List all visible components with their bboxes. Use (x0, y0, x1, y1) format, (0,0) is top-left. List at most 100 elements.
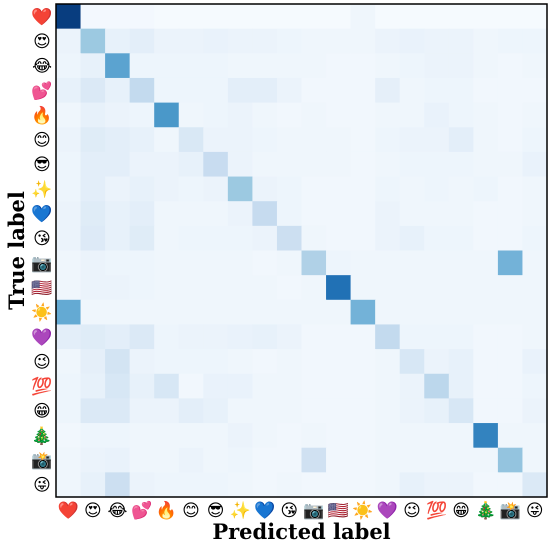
heatmap-cell (399, 151, 425, 178)
heatmap-cell (203, 324, 229, 350)
heatmap-cell (203, 127, 229, 153)
heatmap-cell (497, 53, 524, 79)
heatmap-cell (350, 324, 376, 350)
heatmap-cell (424, 250, 450, 276)
heatmap-cell (399, 225, 425, 252)
heatmap-cell (56, 102, 82, 128)
heatmap-cell (56, 201, 82, 227)
heatmap-cell (129, 324, 155, 350)
heatmap-cell (473, 53, 499, 79)
heatmap-cell (448, 225, 474, 252)
heatmap-cell (56, 349, 82, 375)
y-tick-label: 😍 (33, 32, 51, 52)
heatmap-cell (522, 201, 548, 227)
heatmap-cell (375, 102, 401, 128)
y-axis-title: True label (4, 191, 29, 310)
heatmap-cell (154, 201, 180, 227)
heatmap-cell (497, 151, 524, 178)
heatmap-cell (326, 4, 352, 30)
heatmap-cell (178, 102, 204, 128)
heatmap-cell (154, 151, 180, 178)
heatmap-cell (448, 373, 474, 399)
heatmap-cell (375, 423, 401, 449)
heatmap-cell (326, 275, 352, 301)
heatmap-cell (522, 324, 548, 350)
heatmap-cell (178, 423, 204, 449)
heatmap-cell (326, 299, 352, 326)
heatmap-cell (154, 275, 180, 301)
x-tick-label: ❤️ (58, 501, 80, 521)
heatmap-cell (129, 127, 155, 153)
heatmap-cell (448, 53, 474, 79)
x-tick-label: 📷 (303, 501, 324, 521)
heatmap-cell (350, 398, 376, 424)
y-tick-label: 😂 (32, 57, 52, 77)
heatmap-cell (473, 176, 499, 202)
heatmap-cell (497, 324, 524, 350)
heatmap-cell (326, 77, 352, 104)
heatmap-cell (424, 447, 450, 473)
heatmap-cell (497, 275, 524, 301)
heatmap-cell (178, 176, 204, 202)
heatmap-cell (252, 447, 278, 473)
heatmap-cell (350, 225, 376, 252)
heatmap-cell (178, 77, 204, 104)
heatmap-cell (56, 151, 82, 178)
x-tick-label: 😎 (207, 501, 225, 521)
heatmap-cell (375, 176, 401, 202)
heatmap-cell (252, 275, 278, 301)
heatmap-cell (301, 472, 327, 498)
heatmap-cell (301, 151, 327, 178)
heatmap-cell (80, 151, 106, 178)
heatmap-cell (227, 398, 253, 424)
heatmap-cell (276, 53, 303, 79)
heatmap-cell (56, 398, 82, 424)
heatmap-cell (448, 176, 474, 202)
heatmap-cell (105, 423, 131, 449)
heatmap-cell (448, 275, 474, 301)
heatmap-cell (448, 201, 474, 227)
y-tick-label: ✨ (31, 180, 52, 200)
heatmap-cell (473, 250, 499, 276)
heatmap-cell (350, 102, 376, 128)
heatmap-cell (203, 77, 229, 104)
heatmap-cell (473, 28, 499, 54)
heatmap-cell (129, 250, 155, 276)
heatmap-cell (56, 28, 82, 54)
heatmap-cell (375, 447, 401, 473)
heatmap-cell (178, 53, 204, 79)
heatmap-cell (252, 28, 278, 54)
heatmap-cell (154, 225, 180, 252)
heatmap-cell (56, 53, 82, 79)
heatmap-cell (301, 423, 327, 449)
heatmap-cell (80, 28, 106, 54)
heatmap-cell (350, 77, 376, 104)
heatmap-cell (522, 398, 548, 424)
heatmap-cell (105, 373, 131, 399)
heatmap-cell (227, 176, 253, 202)
heatmap-cell (399, 472, 425, 498)
x-tick-label: 😘 (280, 501, 298, 521)
heatmap-cell (80, 349, 106, 375)
heatmap-cell (473, 324, 499, 350)
heatmap-cell (399, 102, 425, 128)
heatmap-cell (178, 472, 204, 498)
heatmap-cell (375, 349, 401, 375)
heatmap-cell (301, 4, 327, 30)
heatmap-cell (448, 77, 474, 104)
heatmap-cell (154, 77, 180, 104)
heatmap-cell (129, 472, 155, 498)
heatmap-cell (326, 250, 352, 276)
heatmap-cell (178, 349, 204, 375)
heatmap-cell (252, 176, 278, 202)
heatmap-cell (375, 28, 401, 54)
heatmap-cell (522, 77, 548, 104)
y-tick-label: 😎 (33, 155, 51, 175)
heatmap-cell (203, 4, 229, 30)
heatmap-cell (497, 102, 524, 128)
heatmap-cell (326, 423, 352, 449)
heatmap-cell (399, 373, 425, 399)
x-tick-label: 💜 (377, 501, 399, 521)
heatmap-cell (301, 324, 327, 350)
heatmap-cell (350, 28, 376, 54)
